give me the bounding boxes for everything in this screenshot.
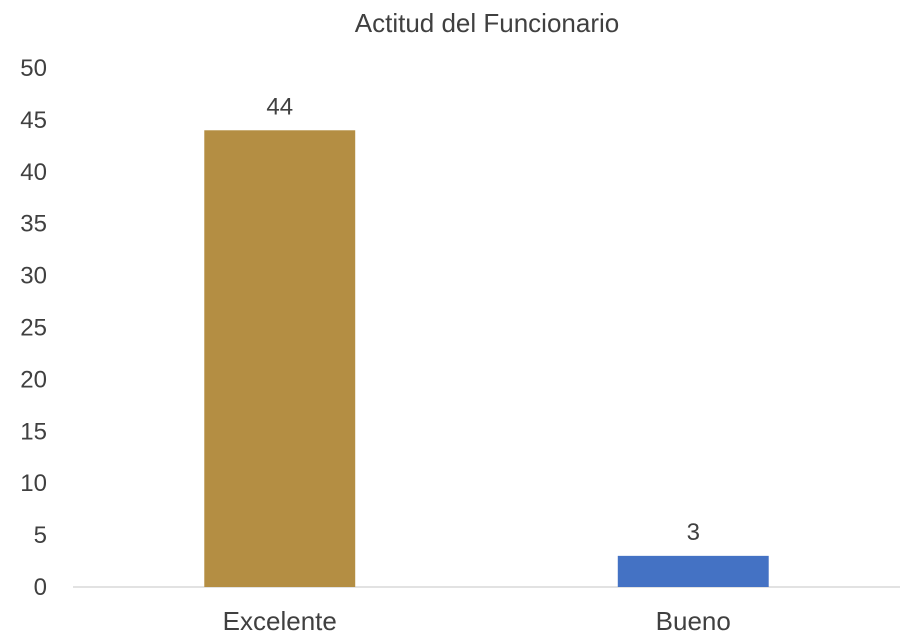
y-tick-label: 0: [34, 574, 47, 601]
bar-bueno: [617, 555, 769, 587]
data-labels: 44 3: [266, 93, 700, 546]
data-label-bueno: 3: [687, 519, 700, 546]
bar-excelente: [204, 130, 356, 587]
y-tick-label: 25: [20, 315, 47, 342]
y-tick-label: 30: [20, 263, 47, 290]
bars: [204, 130, 769, 587]
y-tick-label: 40: [20, 159, 47, 186]
y-tick-label: 15: [20, 418, 47, 445]
y-tick-label: 20: [20, 366, 47, 393]
category-label-bueno: Bueno: [656, 606, 731, 636]
category-labels: Excelente Bueno: [223, 606, 731, 636]
y-tick-label: 10: [20, 470, 47, 497]
y-tick-label: 5: [34, 522, 47, 549]
y-axis-labels: 0 5 10 15 20 25 30 35 40 45 50: [20, 55, 47, 601]
category-label-excelente: Excelente: [223, 606, 337, 636]
data-label-excelente: 44: [266, 93, 293, 120]
y-tick-label: 35: [20, 211, 47, 238]
y-tick-label: 50: [20, 55, 47, 82]
chart-title: Actitud del Funcionario: [355, 8, 619, 38]
y-tick-label: 45: [20, 107, 47, 134]
